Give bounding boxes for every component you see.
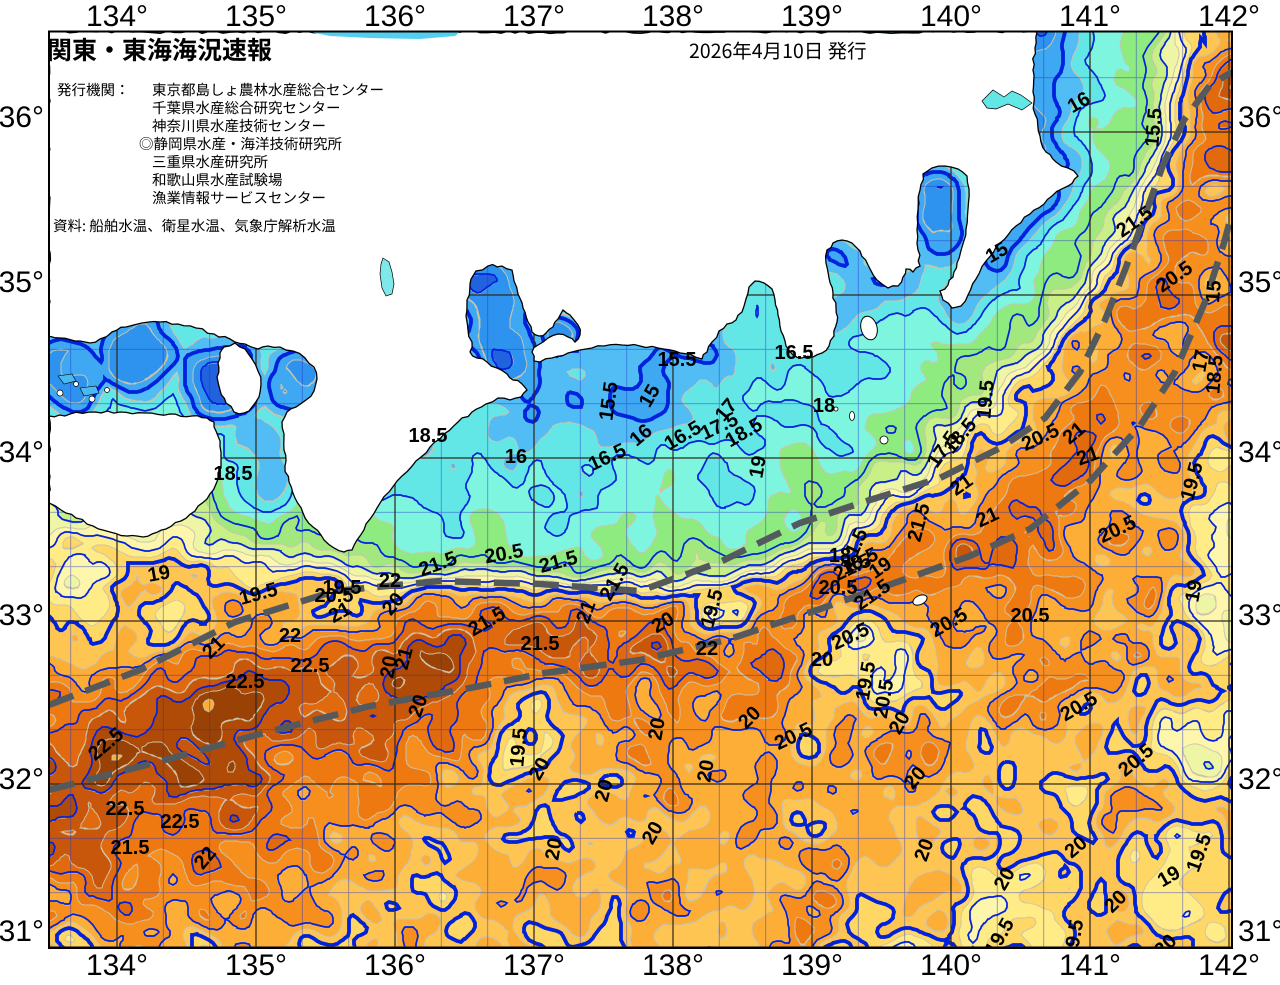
svg-text:19: 19 xyxy=(1181,578,1207,604)
svg-text:19: 19 xyxy=(146,561,172,587)
svg-text:21.5: 21.5 xyxy=(111,837,150,859)
svg-text:141°: 141° xyxy=(1059,949,1121,980)
svg-text:18: 18 xyxy=(829,545,851,567)
svg-text:20.5: 20.5 xyxy=(819,577,858,599)
svg-text:19.5: 19.5 xyxy=(973,379,998,420)
svg-text:135°: 135° xyxy=(225,949,287,980)
svg-text:20.5: 20.5 xyxy=(1011,605,1050,627)
svg-text:34°: 34° xyxy=(0,436,44,469)
svg-text:18.5: 18.5 xyxy=(409,425,448,447)
svg-text:139°: 139° xyxy=(781,0,843,33)
svg-text:136°: 136° xyxy=(364,949,426,980)
svg-text:35°: 35° xyxy=(0,266,44,299)
svg-text:15.5: 15.5 xyxy=(595,380,622,422)
svg-text:22.5: 22.5 xyxy=(226,671,265,693)
svg-text:33°: 33° xyxy=(0,599,44,632)
svg-text:16: 16 xyxy=(505,446,527,468)
svg-text:138°: 138° xyxy=(642,0,704,33)
svg-text:22.5: 22.5 xyxy=(106,798,145,820)
svg-text:31°: 31° xyxy=(0,915,44,948)
svg-text:15.5: 15.5 xyxy=(1141,107,1166,148)
svg-text:16.5: 16.5 xyxy=(775,342,814,364)
svg-text:32°: 32° xyxy=(1238,763,1280,796)
svg-text:15.5: 15.5 xyxy=(658,349,697,371)
svg-text:22.5: 22.5 xyxy=(291,655,330,677)
svg-text:137°: 137° xyxy=(503,949,565,980)
svg-text:140°: 140° xyxy=(920,0,982,33)
svg-text:20: 20 xyxy=(811,649,833,671)
svg-text:22: 22 xyxy=(379,570,401,592)
svg-text:140°: 140° xyxy=(920,949,982,980)
svg-text:134°: 134° xyxy=(86,949,148,980)
svg-text:138°: 138° xyxy=(642,949,704,980)
svg-text:141°: 141° xyxy=(1059,0,1121,33)
svg-text:137°: 137° xyxy=(503,0,565,33)
svg-text:35°: 35° xyxy=(1238,266,1280,299)
svg-text:135°: 135° xyxy=(225,0,287,33)
svg-text:22.5: 22.5 xyxy=(161,811,200,833)
svg-text:32°: 32° xyxy=(0,763,44,796)
svg-text:36°: 36° xyxy=(1238,101,1280,134)
svg-text:15: 15 xyxy=(1202,279,1226,303)
svg-text:20: 20 xyxy=(693,758,719,784)
svg-text:18: 18 xyxy=(813,395,835,417)
svg-text:20: 20 xyxy=(376,654,402,680)
svg-text:142°: 142° xyxy=(1198,0,1260,33)
svg-text:139°: 139° xyxy=(781,949,843,980)
svg-text:22: 22 xyxy=(696,638,718,660)
svg-text:31°: 31° xyxy=(1238,915,1280,948)
svg-text:19.5: 19.5 xyxy=(323,577,362,599)
svg-text:20.5: 20.5 xyxy=(315,585,354,607)
svg-text:18.5: 18.5 xyxy=(214,463,253,485)
svg-text:136°: 136° xyxy=(364,0,426,33)
svg-text:34°: 34° xyxy=(1238,436,1280,469)
svg-text:142°: 142° xyxy=(1198,949,1260,980)
svg-text:33°: 33° xyxy=(1238,599,1280,632)
svg-text:18.5: 18.5 xyxy=(1202,354,1227,395)
svg-text:19: 19 xyxy=(745,454,771,480)
svg-text:21.5: 21.5 xyxy=(521,633,560,655)
svg-text:134°: 134° xyxy=(86,0,148,33)
svg-text:36°: 36° xyxy=(0,101,44,134)
svg-text:22: 22 xyxy=(279,625,301,647)
svg-text:20: 20 xyxy=(644,716,670,742)
svg-text:17: 17 xyxy=(1188,348,1214,374)
svg-text:19.5: 19.5 xyxy=(506,727,531,768)
svg-text:20: 20 xyxy=(541,836,567,862)
